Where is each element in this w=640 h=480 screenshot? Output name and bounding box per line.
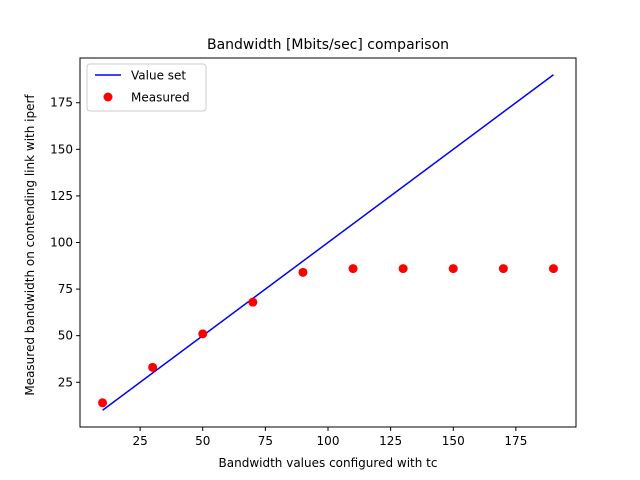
x-tick-label: 150	[442, 434, 465, 448]
y-axis: 25 50 75 100 125 150 175	[50, 96, 80, 389]
x-axis: 25 50 75 100 125 150 175	[132, 427, 527, 448]
series-line-value-set	[102, 74, 554, 411]
y-tick-label: 175	[50, 96, 73, 110]
y-axis-label: Measured bandwidth on contending link wi…	[23, 94, 37, 396]
y-tick-label: 75	[58, 282, 73, 296]
legend-label: Value set	[131, 69, 186, 83]
data-point-measured	[298, 267, 308, 277]
y-tick-label: 150	[50, 142, 73, 156]
data-point-measured	[98, 398, 108, 408]
y-tick-label: 25	[58, 375, 73, 389]
x-tick-label: 175	[504, 434, 527, 448]
data-point-measured	[348, 264, 358, 274]
data-point-measured	[248, 297, 258, 307]
x-tick-label: 125	[379, 434, 402, 448]
data-point-measured	[498, 264, 508, 274]
legend-swatch-measured	[103, 92, 113, 102]
x-tick-label: 25	[132, 434, 147, 448]
data-point-measured	[198, 329, 208, 339]
x-tick-label: 50	[195, 434, 210, 448]
x-tick-label: 75	[258, 434, 273, 448]
y-tick-label: 50	[58, 329, 73, 343]
chart-title: Bandwidth [Mbits/sec] comparison	[207, 37, 449, 53]
plot-frame	[79, 57, 577, 428]
legend-label: Measured	[131, 91, 190, 105]
y-tick-label: 100	[50, 236, 73, 250]
data-point-measured	[398, 264, 408, 274]
data-point-measured	[148, 362, 158, 372]
data-point-measured	[548, 264, 558, 274]
x-tick-label: 100	[317, 434, 340, 448]
legend: Value set Measured	[86, 63, 207, 112]
x-axis-label: Bandwidth values configured with tc	[219, 456, 438, 470]
data-point-measured	[448, 264, 458, 274]
plot-area	[98, 74, 558, 411]
y-tick-label: 125	[50, 189, 73, 203]
